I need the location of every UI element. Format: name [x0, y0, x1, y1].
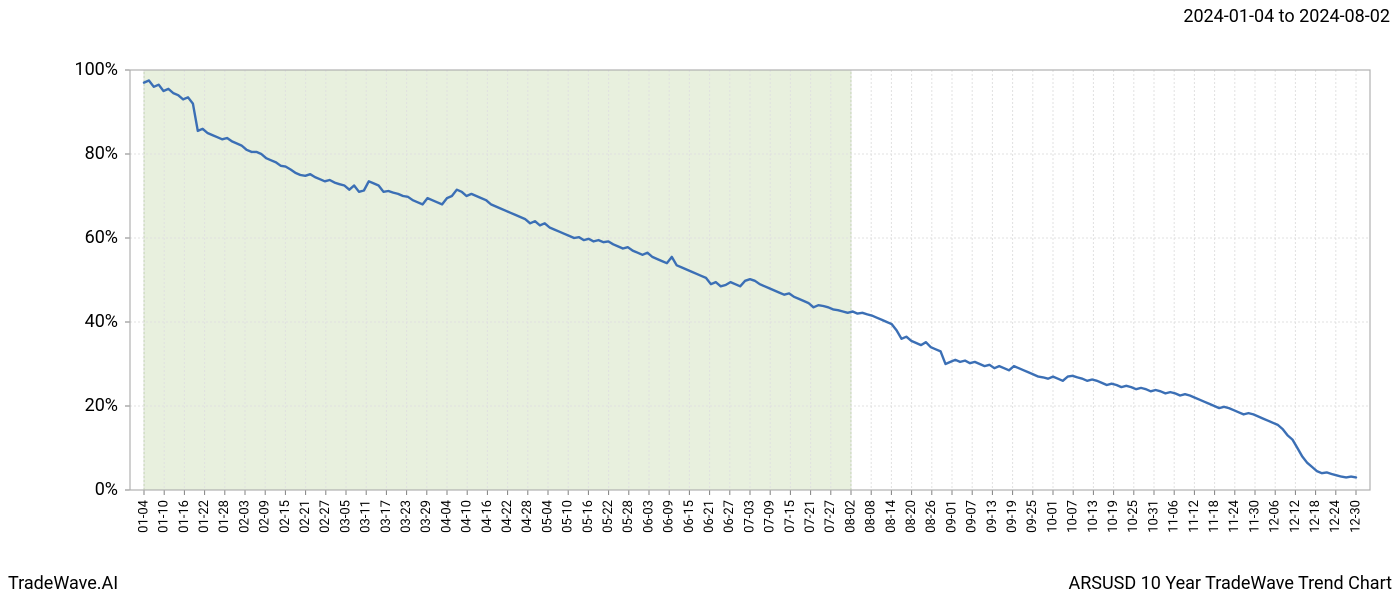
date-range-label: 2024-01-04 to 2024-08-02 [1183, 6, 1390, 27]
x-tick-label: 05-28 [621, 500, 636, 533]
x-tick-label: 04-22 [500, 500, 515, 533]
x-tick-label: 07-09 [763, 500, 778, 533]
x-tick-label: 06-09 [662, 500, 677, 533]
y-tick-label: 20% [85, 395, 118, 416]
x-tick-label: 09-25 [1025, 500, 1040, 533]
x-tick-label: 03-23 [399, 500, 414, 533]
x-tick-label: 10-19 [1106, 500, 1121, 533]
x-tick-label: 05-22 [601, 500, 616, 533]
x-tick-label: 02-27 [318, 500, 333, 533]
x-tick-label: 05-16 [581, 500, 596, 533]
x-tick-label: 09-19 [1005, 500, 1020, 533]
x-tick-label: 08-02 [843, 500, 858, 533]
x-tick-label: 10-01 [1045, 500, 1060, 533]
x-tick-label: 03-17 [379, 500, 394, 533]
x-tick-label: 01-16 [177, 500, 192, 533]
x-tick-label: 09-13 [985, 500, 1000, 533]
x-tick-label: 12-12 [1288, 500, 1303, 533]
x-tick-label: 10-13 [1086, 500, 1101, 533]
x-tick-label: 10-07 [1066, 500, 1081, 533]
x-tick-label: 12-18 [1308, 500, 1323, 533]
x-tick-label: 03-05 [338, 500, 353, 533]
x-tick-label: 06-21 [702, 500, 717, 533]
x-tick-label: 04-16 [480, 500, 495, 533]
x-tick-label: 09-07 [965, 500, 980, 533]
x-tick-label: 01-10 [157, 500, 172, 533]
x-tick-label: 02-15 [278, 500, 293, 533]
x-tick-label: 07-15 [783, 500, 798, 533]
x-tick-label: 05-10 [561, 500, 576, 533]
x-tick-label: 07-03 [742, 500, 757, 533]
x-tick-label: 12-24 [1328, 499, 1343, 533]
x-tick-label: 03-11 [359, 500, 374, 533]
x-tick-label: 01-04 [136, 499, 151, 533]
x-tick-label: 08-14 [884, 499, 899, 533]
x-tick-label: 04-28 [520, 500, 535, 533]
x-tick-label: 08-20 [904, 500, 919, 533]
x-tick-label: 01-28 [217, 500, 232, 533]
x-tick-label: 08-08 [864, 500, 879, 533]
chart-title-label: ARSUSD 10 Year TradeWave Trend Chart [1068, 573, 1392, 594]
x-tick-label: 07-27 [823, 500, 838, 533]
y-tick-label: 0% [95, 479, 118, 500]
y-tick-label: 60% [85, 227, 118, 248]
x-tick-label: 08-26 [924, 500, 939, 533]
x-tick-label: 10-31 [1146, 500, 1161, 533]
line-chart: 0% 20% 40% 60% 80% 100% 01-04 01-10 01-16 01-22 01… [0, 40, 1400, 560]
x-tick-label: 04-10 [460, 500, 475, 533]
x-tick-label: 06-27 [722, 500, 737, 533]
x-tick-label: 04-04 [439, 499, 454, 533]
x-tick-label: 09-01 [944, 500, 959, 533]
chart-container: 0% 20% 40% 60% 80% 100% 01-04 01-10 01-16 01-22 01… [0, 40, 1400, 560]
x-tick-label: 02-09 [258, 500, 273, 533]
x-tick-label: 10-25 [1126, 500, 1141, 533]
x-tick-label: 01-22 [197, 500, 212, 533]
x-tick-label: 11-12 [1187, 500, 1202, 533]
y-tick-label: 100% [74, 59, 118, 80]
x-tick-label: 11-30 [1247, 500, 1262, 533]
x-tick-label: 11-06 [1167, 500, 1182, 533]
x-tick-label: 12-30 [1348, 500, 1363, 533]
brand-label: TradeWave.AI [8, 573, 118, 594]
x-tick-label: 02-03 [237, 500, 252, 533]
x-tick-label: 11-24 [1227, 499, 1242, 533]
x-tick-label: 11-18 [1207, 500, 1222, 533]
y-tick-label: 80% [85, 143, 118, 164]
x-tick-label: 02-21 [298, 500, 313, 533]
x-tick-label: 06-03 [641, 500, 656, 533]
y-tick-label: 40% [85, 311, 118, 332]
x-tick-label: 06-15 [682, 500, 697, 533]
x-tick-label: 03-29 [419, 500, 434, 533]
x-tick-label: 07-21 [803, 500, 818, 533]
x-tick-label: 05-04 [540, 499, 555, 533]
x-tick-label: 12-06 [1268, 500, 1283, 533]
